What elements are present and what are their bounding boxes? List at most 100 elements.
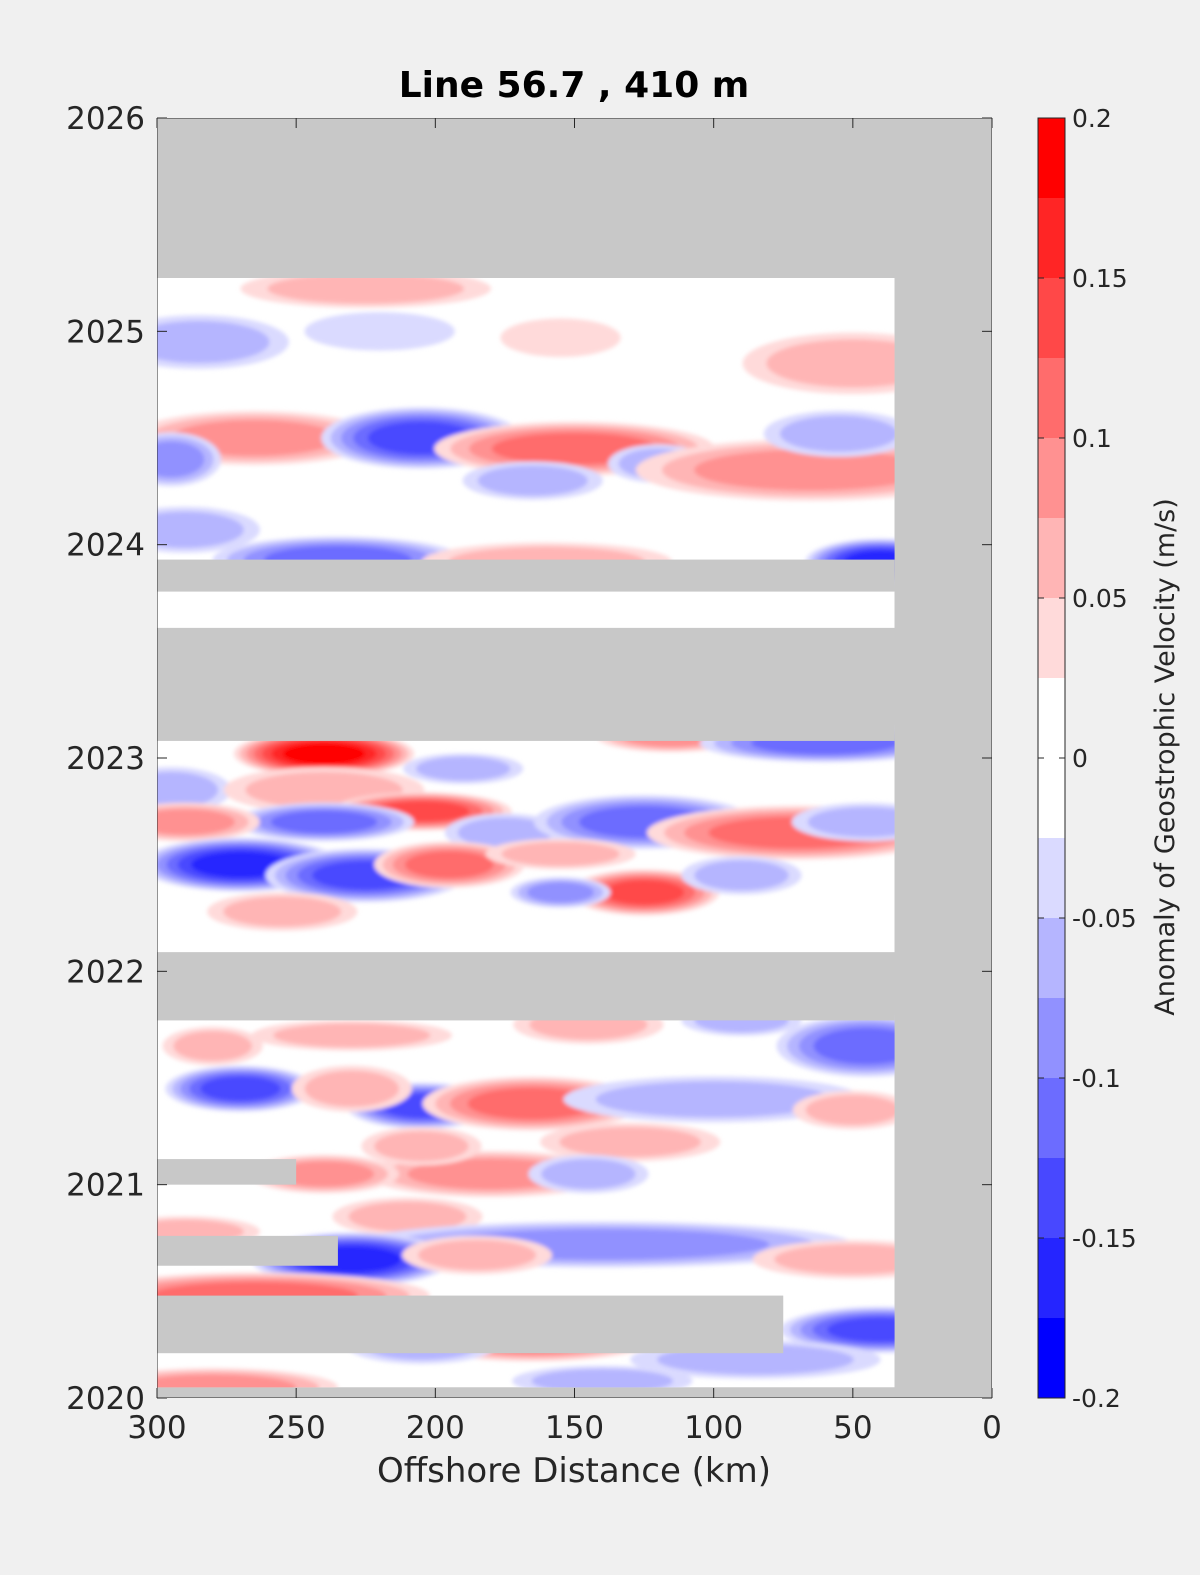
contour-level xyxy=(270,810,378,834)
contour-level xyxy=(157,441,205,478)
contour-level xyxy=(694,860,789,891)
contour-level xyxy=(407,1158,575,1190)
x-tick-label: 150 xyxy=(545,1410,604,1446)
anomaly-feature xyxy=(568,869,720,916)
contour-level xyxy=(374,1131,469,1162)
anomaly-feature xyxy=(791,802,895,842)
anomaly-feature xyxy=(422,1076,643,1131)
anomaly-feature xyxy=(157,802,260,842)
contour-level xyxy=(157,809,235,835)
anomaly-feature xyxy=(251,1019,453,1051)
anomaly-feature xyxy=(763,410,895,457)
axis-ticks: 300 250 200 150 100 50 0 2020 2021 2022 2023 2024 20… xyxy=(66,101,1002,1446)
contour-level xyxy=(267,278,464,304)
colorbar-label: Anomaly of Geostrophic Velocity (m/s) xyxy=(1150,498,1181,1016)
contour-level xyxy=(467,1087,598,1120)
anomaly-feature xyxy=(752,1240,895,1279)
contour-level xyxy=(477,465,588,496)
contour-level xyxy=(694,449,895,491)
contour-level xyxy=(813,1027,895,1065)
contour-level xyxy=(157,511,244,548)
contour-level xyxy=(273,1023,431,1048)
chart-title: Line 56.7 , 410 m xyxy=(399,65,750,106)
anomaly-feature xyxy=(361,1127,482,1166)
x-tick-label: 100 xyxy=(684,1410,743,1446)
y-tick-label: 2024 xyxy=(66,528,145,564)
contour-level xyxy=(779,415,895,452)
anomaly-feature xyxy=(157,1368,338,1388)
colorbar-swatch xyxy=(1038,1318,1065,1398)
y-tick-label: 2023 xyxy=(66,741,145,777)
contour-level xyxy=(527,882,594,903)
x-tick-label: 0 xyxy=(982,1410,1002,1446)
colorbar-tick-label: -0.2 xyxy=(1072,1384,1121,1413)
contour-level xyxy=(416,756,511,781)
colorbar-swatch xyxy=(1038,438,1065,518)
contour-level xyxy=(157,1374,297,1388)
x-tick-label: 50 xyxy=(833,1410,872,1446)
anomaly-feature xyxy=(403,753,524,785)
anomaly-feature xyxy=(512,1365,693,1388)
y-tick-label: 2025 xyxy=(66,314,145,350)
contour-level xyxy=(827,1317,895,1343)
contour-level xyxy=(157,320,270,364)
anomaly-feature xyxy=(462,461,603,500)
x-tick-label: 250 xyxy=(267,1410,326,1446)
contour-level xyxy=(531,1368,674,1388)
anomaly-feature xyxy=(157,315,289,369)
anomaly-feature xyxy=(528,1154,649,1194)
contour-level xyxy=(200,1076,281,1101)
contour-level xyxy=(774,1244,895,1275)
contour-level xyxy=(766,339,895,388)
anomaly-feature xyxy=(233,730,415,777)
colorbar-tick-label: 0.2 xyxy=(1072,104,1112,133)
contour-level xyxy=(348,1201,467,1232)
colorbar-swatch xyxy=(1038,1238,1065,1318)
missing-data-band xyxy=(157,1295,784,1354)
colorbar-swatch xyxy=(1038,1078,1065,1158)
colorbar-swatch xyxy=(1038,918,1065,998)
contour-level xyxy=(273,1161,375,1187)
anomaly-feature xyxy=(539,1122,721,1162)
contour-level xyxy=(304,312,455,351)
colorbar-swatch xyxy=(1038,1158,1065,1238)
anomaly-feature xyxy=(510,877,611,908)
anomaly-feature xyxy=(157,506,260,553)
y-tick-label: 2020 xyxy=(66,1381,145,1417)
anomaly-feature xyxy=(563,1076,864,1123)
missing-data-band xyxy=(157,627,895,741)
anomaly-feature xyxy=(776,1015,895,1077)
anomaly-feature xyxy=(165,1065,316,1112)
anomaly-feature xyxy=(780,1306,895,1353)
anomaly-feature xyxy=(157,766,232,814)
anomaly-feature xyxy=(332,1197,483,1236)
colorbar-tick-label: 0.05 xyxy=(1072,584,1128,613)
contour-level xyxy=(807,806,895,838)
contour-level xyxy=(304,1070,399,1107)
y-tick-label: 2021 xyxy=(66,1168,145,1204)
x-tick-label: 200 xyxy=(406,1410,465,1446)
contour-level xyxy=(595,1081,832,1118)
colorbar-tick-label: 0.15 xyxy=(1072,264,1128,293)
missing-data-band xyxy=(157,1159,297,1185)
contour-level xyxy=(223,896,342,927)
contour-level xyxy=(282,743,366,765)
colorbar-swatch xyxy=(1038,358,1065,438)
anomaly-feature xyxy=(233,802,415,842)
anomaly-feature xyxy=(681,856,802,895)
colorbar-tick-label: -0.05 xyxy=(1072,904,1137,933)
anomaly-feature xyxy=(500,318,621,357)
colorbar-swatch xyxy=(1038,598,1065,678)
contour-level xyxy=(173,1030,252,1062)
contour-level xyxy=(418,1240,537,1271)
anomaly-feature xyxy=(162,1026,263,1066)
contour-level xyxy=(157,771,219,809)
colorbar-tick-label: -0.1 xyxy=(1072,1064,1121,1093)
data-region xyxy=(157,278,895,1388)
colorbar-tick-label: 0 xyxy=(1072,744,1088,773)
missing-data-band xyxy=(157,952,895,1021)
anomaly-feature xyxy=(157,432,222,487)
missing-data-band xyxy=(157,1235,338,1266)
anomaly-feature xyxy=(291,1065,412,1112)
